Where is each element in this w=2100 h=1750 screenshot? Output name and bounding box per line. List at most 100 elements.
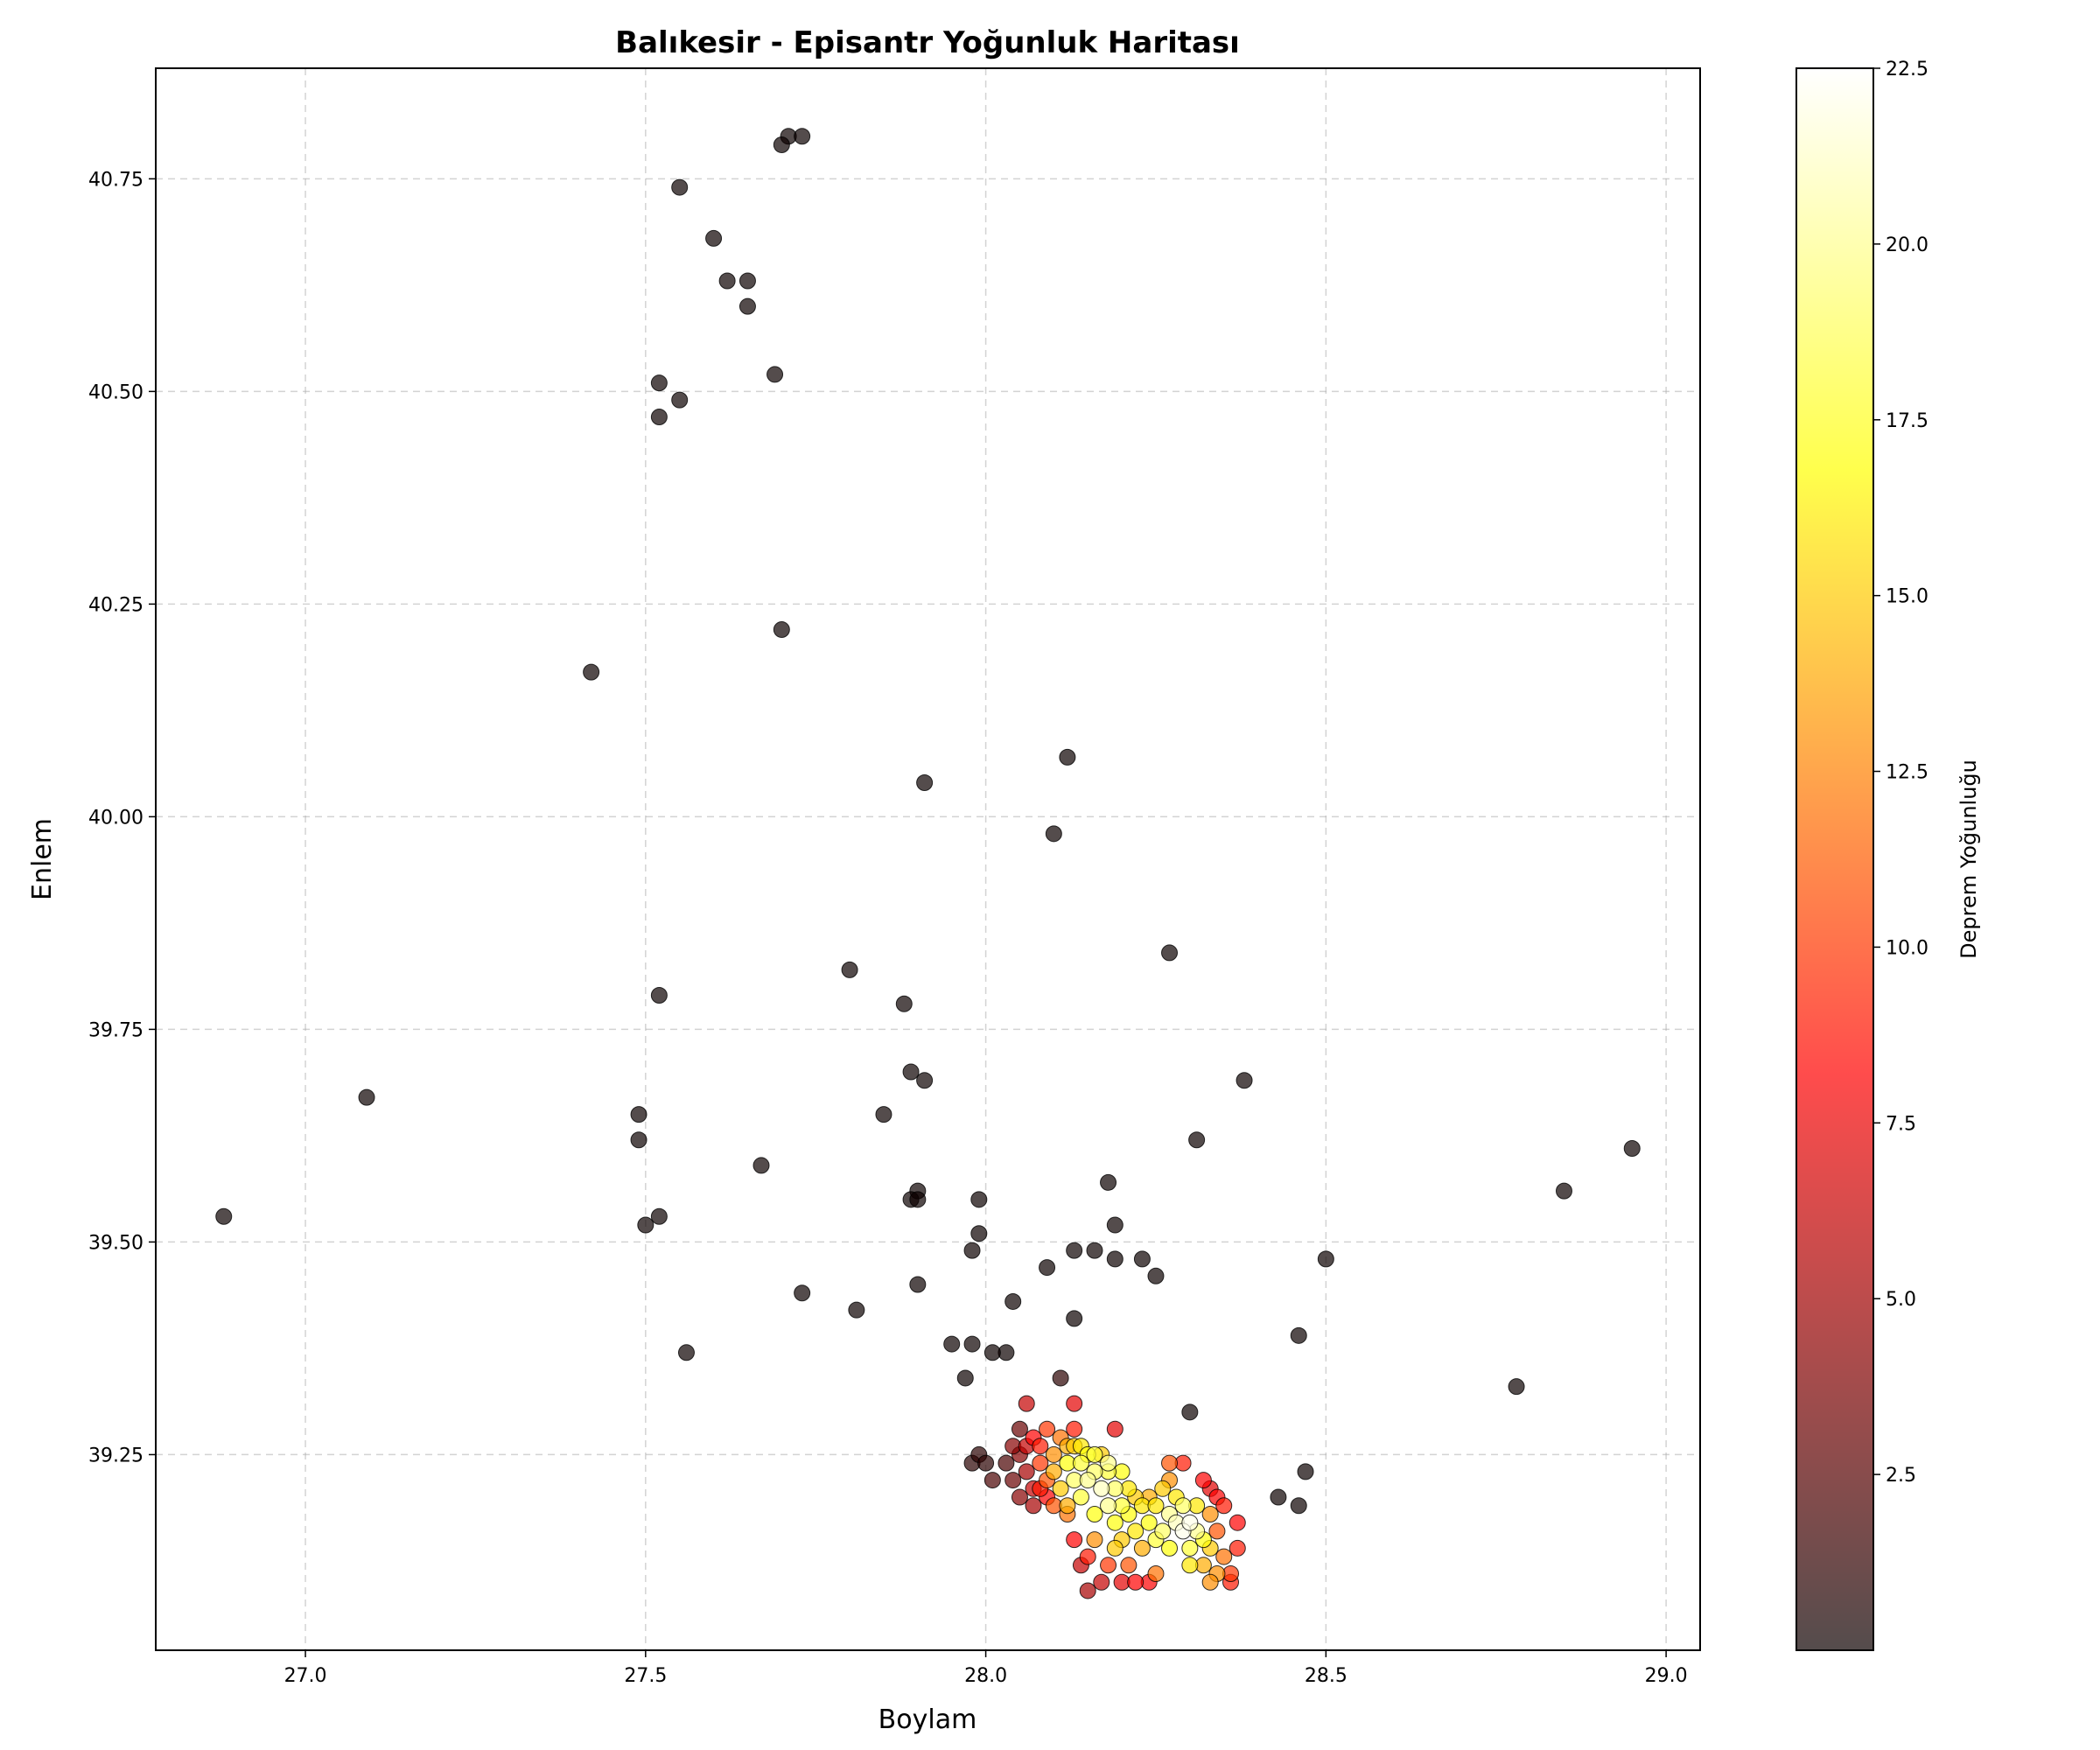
epicenter-point (1011, 1420, 1028, 1438)
epicenter-point (1208, 1522, 1226, 1540)
epicenter-point (970, 1191, 988, 1208)
epicenter-point (583, 663, 600, 681)
x-tick-label: 27.0 (284, 1665, 327, 1687)
colorbar-tick-label: 2.5 (1886, 1465, 1916, 1487)
epicenter-point (1194, 1472, 1212, 1489)
epicenter-point (1052, 1369, 1069, 1387)
epicenter-point (773, 621, 790, 639)
epicenter-point (841, 961, 858, 978)
epicenter-point (215, 1208, 233, 1225)
epicenter-point (1290, 1326, 1307, 1344)
epicenter-point (1120, 1557, 1138, 1574)
epicenter-point (1059, 1497, 1076, 1515)
epicenter-point (1079, 1548, 1096, 1565)
chart-title: Balıkesir - Episantr Yoğunluk Haritası (615, 25, 1240, 60)
epicenter-point (1106, 1539, 1124, 1557)
epicenter-point (963, 1335, 981, 1353)
colorbar-tick-label: 17.5 (1886, 410, 1928, 432)
epicenter-point (1174, 1497, 1192, 1515)
epicenter-point (1004, 1292, 1022, 1310)
plot-area-frame (155, 67, 1701, 1651)
epicenter-point (1188, 1131, 1206, 1149)
epicenter-point (1181, 1514, 1199, 1531)
epicenter-point (1059, 748, 1076, 766)
epicenter-point (1290, 1497, 1307, 1515)
epicenter-point (1066, 1395, 1083, 1412)
y-tick-label: 39.25 (88, 1445, 144, 1466)
epicenter-point (630, 1106, 648, 1124)
epicenter-point (1127, 1573, 1144, 1591)
epicenter-point (1215, 1497, 1233, 1515)
epicenter-point (1133, 1250, 1151, 1268)
y-tick-label: 40.75 (88, 169, 144, 191)
epicenter-point (1154, 1480, 1172, 1497)
epicenter-point (1093, 1573, 1110, 1591)
epicenter-point (1066, 1242, 1083, 1259)
colorbar-gradient (1796, 67, 1874, 1651)
epicenter-point (1317, 1250, 1334, 1268)
y-axis-ticks: 39.25 39.50 39.75 40.00 40.25 40.50 40.75 (88, 169, 156, 1466)
epicenter-point (1032, 1438, 1049, 1455)
epicenter-point (1147, 1565, 1165, 1583)
epicenter-point (671, 178, 689, 196)
epicenter-point (916, 774, 934, 792)
y-tick-label: 40.50 (88, 382, 144, 403)
epicenter-point (358, 1088, 375, 1106)
epicenter-point (943, 1335, 961, 1353)
epicenter-point (916, 1072, 934, 1089)
epicenter-point (752, 1157, 770, 1174)
epicenter-point (671, 391, 689, 409)
epicenter-point (875, 1106, 892, 1124)
epicenter-point (1106, 1250, 1124, 1268)
x-tick-label: 27.5 (624, 1665, 667, 1687)
epicenter-point (1018, 1395, 1035, 1412)
epicenter-point (1072, 1454, 1089, 1472)
epicenter-point (977, 1454, 995, 1472)
epicenter-point (1004, 1472, 1022, 1489)
epicenter-point (1161, 1454, 1179, 1472)
y-tick-label: 40.00 (88, 807, 144, 829)
epicenter-point (909, 1276, 927, 1293)
x-axis-ticks: 27.0 27.5 28.0 28.5 29.0 (284, 1650, 1688, 1687)
colorbar-label: Deprem Yoğunluğu (1956, 760, 1981, 959)
epicenter-point (718, 272, 736, 290)
epicenter-point (1181, 1539, 1199, 1557)
epicenter-point (1181, 1404, 1199, 1421)
epicenter-point (1018, 1463, 1035, 1480)
epicenter-point (738, 298, 756, 315)
epicenter-point (902, 1063, 920, 1081)
epicenter-point (1086, 1531, 1103, 1549)
epicenter-point (1215, 1548, 1233, 1565)
epicenter-point (1086, 1446, 1103, 1463)
epicenter-point (1066, 1531, 1083, 1549)
y-tick-label: 40.25 (88, 594, 144, 616)
epicenter-point (1039, 1259, 1056, 1277)
epicenter-point (1072, 1488, 1089, 1506)
epicenter-point (773, 136, 790, 153)
epicenter-point (1236, 1072, 1253, 1089)
x-tick-label: 29.0 (1645, 1665, 1688, 1687)
epicenter-point (1147, 1497, 1165, 1515)
epicenter-point (956, 1369, 974, 1387)
epicenter-point (1623, 1139, 1641, 1157)
epicenter-point (1100, 1557, 1117, 1574)
colorbar-tick-label: 7.5 (1886, 1113, 1916, 1135)
epicenter-point (1025, 1497, 1042, 1515)
epicenter-point (1201, 1573, 1219, 1591)
epicenter-point (1127, 1522, 1144, 1540)
colorbar-tick-label: 22.5 (1886, 59, 1928, 80)
epicenter-point (1147, 1267, 1165, 1284)
epicenter-point (1086, 1505, 1103, 1522)
epicenter-point (1066, 1310, 1083, 1327)
x-tick-label: 28.0 (964, 1665, 1007, 1687)
epicenter-point (1100, 1173, 1117, 1191)
epicenter-point (637, 1216, 654, 1234)
epicenter-point (1508, 1378, 1525, 1396)
epicenter-point (1106, 1216, 1124, 1234)
epicenter-point (650, 374, 668, 392)
colorbar-tick-label: 20.0 (1886, 234, 1928, 256)
epicenter-point (1079, 1472, 1096, 1489)
epicenter-point (1133, 1539, 1151, 1557)
epicenter-point (895, 995, 913, 1012)
epicenter-point (1201, 1505, 1219, 1522)
